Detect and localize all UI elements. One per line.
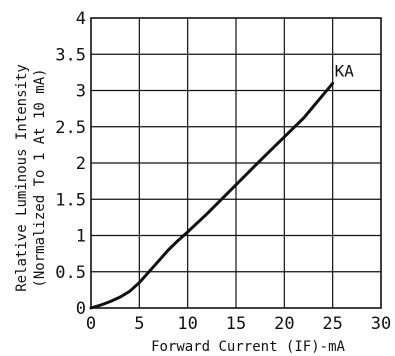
grid [91, 18, 381, 308]
x-tick-label: 25 [322, 314, 342, 334]
plot-area [90, 17, 382, 309]
y-tick-label: 2 [76, 154, 86, 174]
y-tick-label: 0 [76, 299, 86, 319]
y-tick-label: 2.5 [55, 118, 86, 138]
x-axis-label: Forward Current (IF)-mA [151, 339, 345, 355]
x-tick-label: 15 [226, 314, 246, 334]
series-label: KA [335, 61, 355, 80]
y-tick-label: 3.5 [55, 45, 86, 65]
x-tick-label: 20 [274, 314, 294, 334]
y-tick-label: 4 [76, 9, 86, 29]
y-tick-label: 1 [76, 227, 86, 247]
y-axis-label-line-2: (Normalized To 1 At 10 mA) [32, 68, 48, 287]
ticks: 0 5 10 15 20 25 30 0 0.5 1 1.5 2 2.5 3 3.5 4 [55, 9, 391, 334]
series-line-ka [89, 81, 335, 310]
x-tick-label: 0 [86, 314, 96, 334]
y-tick-label: 1.5 [55, 190, 86, 210]
x-tick-label: 30 [371, 314, 391, 334]
x-tick-label: 10 [177, 314, 197, 334]
y-tick-label: 0.5 [55, 263, 86, 283]
series-layer: KA [89, 61, 355, 310]
x-tick-label: 5 [134, 314, 144, 334]
y-axis-label-line-1: Relative Luminous Intensity [14, 64, 30, 292]
y-tick-label: 3 [76, 82, 86, 102]
